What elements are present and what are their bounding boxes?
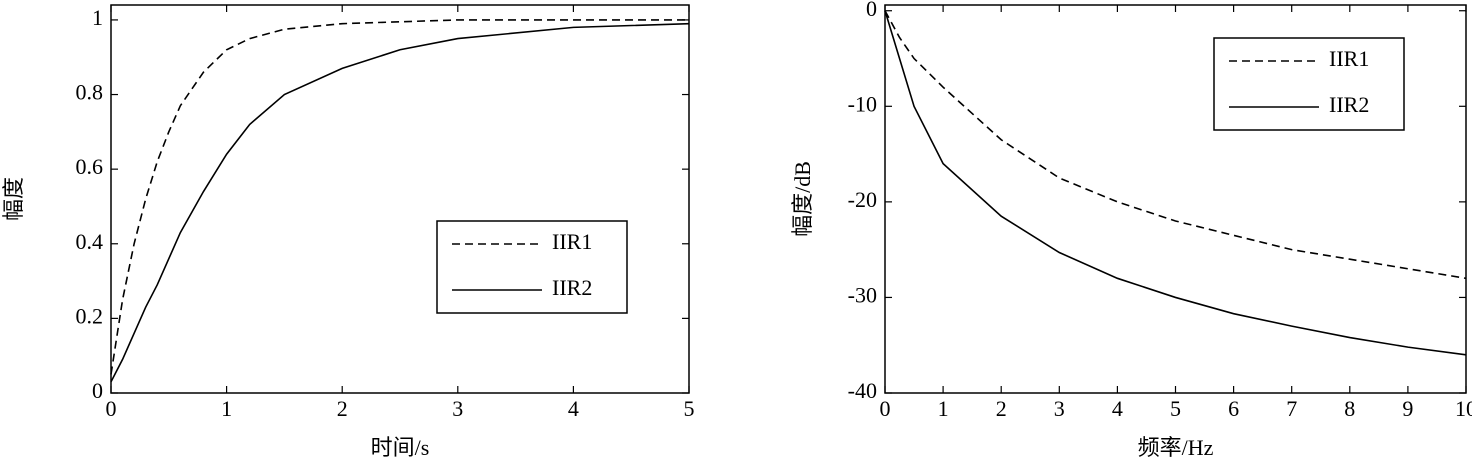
x-tick-label: 9	[1402, 396, 1413, 421]
legend-box	[436, 220, 628, 314]
data-line	[110, 19, 689, 375]
legend-label: IIR1	[1329, 46, 1369, 71]
y-axis-label: 幅度/dB	[790, 161, 815, 237]
y-axis-label: 幅度	[1, 177, 26, 221]
x-tick-label: 3	[1054, 396, 1065, 421]
x-tick-label: 1	[938, 396, 949, 421]
y-tick-label: -20	[848, 187, 877, 212]
x-tick-label: 0	[880, 396, 891, 421]
x-tick-label: 0	[106, 396, 117, 421]
y-tick-label: 0.2	[76, 303, 104, 328]
x-tick-label: 4	[1112, 396, 1123, 421]
x-tick-label: 5	[1170, 396, 1181, 421]
legend-box	[1213, 37, 1405, 131]
x-tick-label: 4	[568, 396, 579, 421]
x-tick-label: 6	[1228, 396, 1239, 421]
x-tick-label: 8	[1344, 396, 1355, 421]
data-line	[884, 10, 1467, 356]
x-tick-label: 1	[221, 396, 232, 421]
x-tick-label: 10	[1455, 396, 1472, 421]
y-tick-label: 1	[92, 5, 103, 30]
y-tick-label: 0	[866, 0, 877, 21]
plot-frame	[110, 4, 690, 394]
data-line	[884, 10, 1467, 280]
x-axis-label: 频率/Hz	[1138, 435, 1214, 460]
y-tick-label: -40	[848, 378, 877, 403]
legend-label: IIR2	[1329, 92, 1369, 117]
data-line	[110, 22, 690, 383]
y-tick-label: 0.8	[76, 80, 104, 105]
x-tick-label: 2	[337, 396, 348, 421]
y-tick-label: 0	[92, 378, 103, 403]
x-tick-label: 2	[996, 396, 1007, 421]
x-axis-label: 时间/s	[371, 435, 430, 460]
x-tick-label: 5	[684, 396, 695, 421]
y-tick-label: 0.4	[76, 229, 104, 254]
y-tick-label: -10	[848, 91, 877, 116]
x-tick-label: 7	[1286, 396, 1297, 421]
legend-label: IIR1	[552, 229, 592, 254]
y-tick-label: 0.6	[76, 154, 104, 179]
x-tick-label: 3	[452, 396, 463, 421]
y-tick-label: -30	[848, 282, 877, 307]
legend-label: IIR2	[552, 275, 592, 300]
